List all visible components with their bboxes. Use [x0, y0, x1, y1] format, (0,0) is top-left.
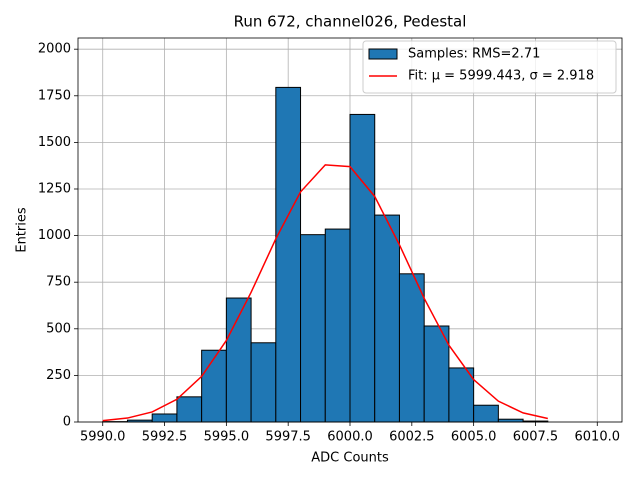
legend: Samples: RMS=2.71 Fit: μ = 5999.443, σ = …	[362, 40, 617, 94]
histogram-bar	[300, 234, 326, 423]
x-tick-label: 6005.0	[451, 430, 497, 445]
histogram-bar	[398, 273, 425, 423]
histogram-bar	[349, 113, 376, 423]
y-tick-label: 0	[63, 415, 71, 430]
y-tick-label: 750	[46, 275, 71, 290]
x-axis-label: ADC Counts	[311, 451, 389, 466]
axes-frame	[77, 37, 623, 423]
histogram-bar	[497, 418, 524, 423]
legend-label: Fit: μ = 5999.443, σ = 2.918	[408, 69, 594, 84]
histogram-bar	[250, 342, 277, 423]
y-tick-label: 1500	[38, 135, 71, 150]
y-tick-label: 1250	[38, 181, 71, 196]
x-tick-label: 5995.0	[204, 430, 250, 445]
chart-title: Run 672, channel026, Pedestal	[234, 13, 467, 31]
histogram-bar	[275, 86, 302, 423]
x-tick-label: 5997.5	[265, 430, 311, 445]
histogram-bar	[324, 228, 351, 423]
axes: 5990.0 5992.5 5995.0 5997.5 6000.0 6002.5 6005…	[38, 37, 623, 445]
x-tick-label: 6010.0	[575, 430, 621, 445]
x-tick-label: 6007.5	[513, 430, 559, 445]
legend-box	[362, 40, 617, 94]
x-tick-label: 5992.5	[142, 430, 188, 445]
legend-label: Samples: RMS=2.71	[408, 47, 540, 62]
histogram-bar	[473, 404, 499, 423]
x-tick-label: 5990.0	[80, 430, 126, 445]
histogram-bar	[176, 396, 203, 423]
histogram-bar	[374, 214, 400, 423]
histogram-bar	[423, 325, 450, 423]
y-tick-label: 500	[46, 321, 71, 336]
y-tick-label: 2000	[38, 42, 71, 57]
x-tick-label: 6000.0	[327, 430, 373, 445]
histogram-bar	[448, 367, 475, 423]
y-axis-label: Entries	[15, 207, 30, 253]
plot-area	[102, 86, 549, 423]
histogram-bar	[151, 413, 178, 423]
legend-swatch	[368, 48, 398, 60]
y-tick-label: 1000	[38, 228, 71, 243]
y-tick-label: 250	[46, 368, 71, 383]
histogram-bar	[201, 349, 227, 423]
y-tick-label: 1750	[38, 88, 71, 103]
fit-line	[102, 164, 548, 422]
x-tick-label: 6002.5	[389, 430, 435, 445]
